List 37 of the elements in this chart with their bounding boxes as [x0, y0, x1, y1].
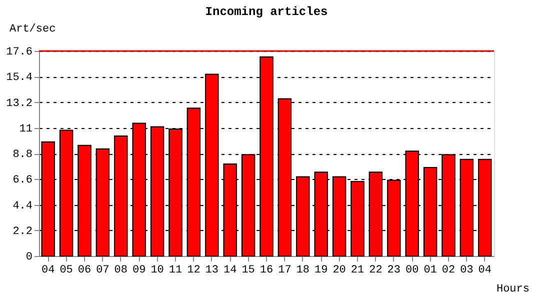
- x-tick-label: 22: [369, 264, 382, 276]
- x-tick-label: 03: [460, 264, 474, 276]
- x-tick-label: 07: [96, 264, 110, 276]
- x-tick-label: 09: [132, 264, 146, 276]
- x-tick-label: 12: [187, 264, 200, 276]
- x-tick-label: 02: [442, 264, 456, 276]
- y-tick-label: 4.4: [12, 200, 33, 212]
- y-tick-label: 6.6: [12, 174, 32, 187]
- chart-title: Incoming articles: [205, 5, 328, 19]
- x-tick-label: 05: [60, 264, 73, 276]
- x-tick-label: 01: [424, 264, 438, 276]
- x-tick-label: 06: [78, 264, 92, 276]
- x-tick-label: 15: [242, 264, 255, 276]
- x-tick-label: 18: [296, 264, 310, 276]
- x-tick-label: 21: [350, 264, 364, 276]
- y-tick-label: 2.2: [12, 226, 32, 238]
- x-tick-label: 04: [478, 264, 492, 276]
- y-tick-label: 8.8: [12, 149, 32, 161]
- x-tick-label: 04: [42, 264, 56, 276]
- x-tick-label: 08: [114, 264, 128, 276]
- y-axis-title: Art/sec: [10, 24, 56, 36]
- x-tick-label: 17: [278, 264, 292, 276]
- x-tick-label: 13: [205, 264, 218, 276]
- y-tick-label: 15.4: [6, 72, 33, 84]
- y-tick-label: 0: [26, 252, 32, 264]
- x-tick-label: 11: [168, 264, 182, 276]
- y-tick-label: 11: [19, 123, 33, 136]
- x-tick-label: 10: [150, 264, 164, 276]
- x-tick-label: 20: [332, 264, 346, 276]
- x-tick-label: 19: [314, 264, 328, 276]
- x-tick-label: 16: [260, 264, 274, 276]
- x-axis-title: Hours: [496, 284, 530, 296]
- y-tick-label: 13.2: [6, 98, 32, 110]
- x-tick-label: 00: [406, 264, 419, 276]
- x-tick-label: 23: [387, 264, 400, 276]
- y-tick-label: 17.6: [6, 46, 32, 58]
- x-tick-label: 14: [224, 264, 238, 276]
